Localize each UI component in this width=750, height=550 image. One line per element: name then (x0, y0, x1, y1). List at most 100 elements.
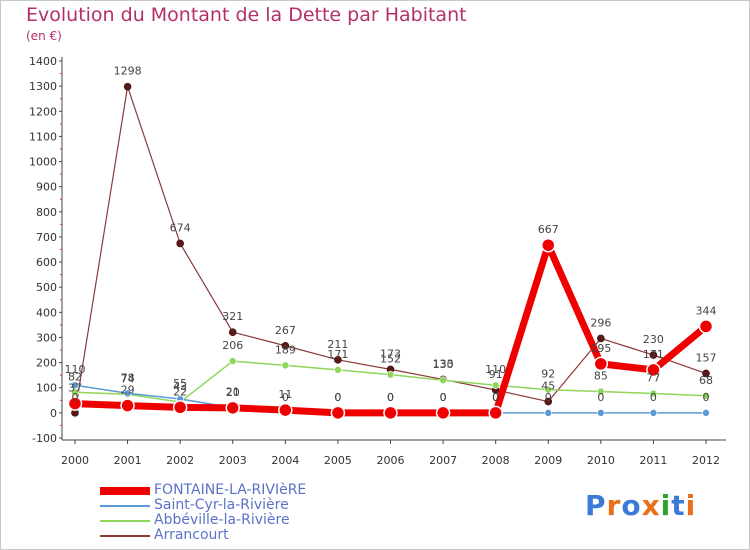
data-label: 667 (538, 223, 559, 236)
data-label: 0 (334, 391, 341, 404)
data-label: 110 (485, 363, 506, 376)
data-label: 189 (275, 343, 296, 356)
data-label: 0 (492, 391, 499, 404)
data-point (488, 405, 503, 421)
data-label: 78 (121, 371, 135, 384)
x-tick-label: 2005 (324, 454, 352, 467)
legend-swatch-series-0 (100, 486, 150, 495)
legend-item: FONTAINE-LA-RIVIèRE (100, 483, 306, 498)
data-point (649, 351, 658, 359)
data-label: 0 (650, 391, 657, 404)
x-tick-label: 2009 (534, 454, 562, 467)
data-label: 82 (68, 370, 82, 383)
line-chart: -100010020030040050060070080090010001100… (29, 55, 726, 467)
logo-letter: o (621, 489, 642, 522)
data-point (646, 362, 661, 378)
data-label: 11 (278, 388, 292, 401)
legend-item: Arrancourt (100, 528, 306, 543)
data-point (541, 237, 556, 253)
data-point (334, 366, 342, 374)
data-point (702, 391, 710, 400)
data-label: 0 (387, 391, 394, 404)
chart-title: Evolution du Montant de la Dette par Hab… (26, 4, 467, 26)
x-tick-label: 2001 (114, 454, 142, 467)
data-label: 55 (173, 377, 187, 390)
x-tick-label: 2000 (61, 454, 89, 467)
data-label: 0 (440, 391, 447, 404)
data-point (383, 405, 398, 421)
series-line-0 (74, 241, 709, 417)
data-label: 230 (643, 333, 664, 346)
logo-letter: P (585, 489, 607, 522)
y-tick-label: 200 (36, 357, 57, 370)
data-point (702, 409, 710, 417)
data-point (334, 356, 342, 364)
logo-letter: x (641, 489, 661, 522)
data-label: 674 (170, 221, 191, 234)
y-tick-label: 1400 (29, 55, 57, 68)
logo-letter: i (685, 489, 697, 522)
data-label: 110 (65, 363, 86, 376)
data-label: 321 (222, 310, 243, 323)
data-point (544, 397, 553, 406)
data-label: 37 (68, 382, 82, 395)
data-label: 296 (590, 316, 611, 329)
y-tick-label: 100 (36, 382, 57, 395)
data-point (439, 376, 447, 384)
y-tick-label: 1000 (29, 156, 57, 169)
data-point (386, 370, 395, 379)
data-label: 77 (646, 372, 660, 385)
proxiti-logo: Proxiti (585, 489, 696, 522)
data-label: 68 (699, 374, 713, 387)
data-label: 74 (121, 372, 135, 385)
legend: FONTAINE-LA-RIVIèRE Saint-Cyr-la-Rivière… (100, 483, 306, 543)
data-label: 20 (226, 386, 240, 399)
data-label: 157 (696, 351, 717, 364)
data-label: 43 (173, 380, 187, 393)
data-point (649, 389, 658, 398)
y-tick-label: -100 (32, 432, 57, 445)
legend-label-series-0: FONTAINE-LA-RIVIèRE (154, 482, 307, 498)
data-point (597, 387, 605, 396)
logo-letter: t (671, 489, 686, 522)
data-point (597, 334, 605, 343)
y-tick-label: 1100 (29, 130, 57, 143)
data-label: 91 (489, 368, 503, 381)
data-point (544, 385, 553, 394)
data-label: 130 (433, 358, 454, 371)
data-label: 344 (696, 304, 717, 317)
data-point (330, 405, 346, 421)
y-tick-label: 300 (36, 331, 57, 344)
data-label: 211 (327, 338, 348, 351)
x-tick-label: 2003 (219, 454, 247, 467)
data-point (593, 356, 609, 372)
data-point (71, 381, 79, 390)
legend-item: Saint-Cyr-la-Rivière (100, 498, 306, 513)
x-tick-label: 2012 (692, 454, 720, 467)
data-label: 85 (594, 370, 608, 383)
data-point (228, 357, 237, 365)
y-tick-label: 500 (36, 281, 57, 294)
data-label: 21 (226, 386, 240, 399)
data-point (278, 402, 293, 418)
chart-subtitle: (en €) (26, 29, 62, 43)
data-point (281, 361, 290, 370)
x-tick-label: 2010 (587, 454, 615, 467)
y-tick-label: 1300 (29, 80, 57, 93)
y-tick-label: 900 (36, 181, 57, 194)
data-label: 195 (590, 342, 611, 355)
x-tick-label: 2011 (639, 454, 667, 467)
legend-label-series-3: Arrancourt (154, 527, 229, 543)
data-label: 267 (275, 324, 296, 337)
data-label: 152 (380, 353, 401, 366)
data-point (544, 409, 553, 417)
data-label: 133 (433, 357, 454, 370)
legend-label-series-2: Abbéville-la-Rivière (154, 512, 290, 528)
data-label: 1298 (114, 65, 142, 78)
data-label: 171 (643, 348, 664, 361)
data-label: 0 (282, 391, 289, 404)
data-point (228, 328, 237, 336)
legend-swatch-series-2 (100, 519, 150, 522)
data-label: 0 (334, 391, 341, 404)
